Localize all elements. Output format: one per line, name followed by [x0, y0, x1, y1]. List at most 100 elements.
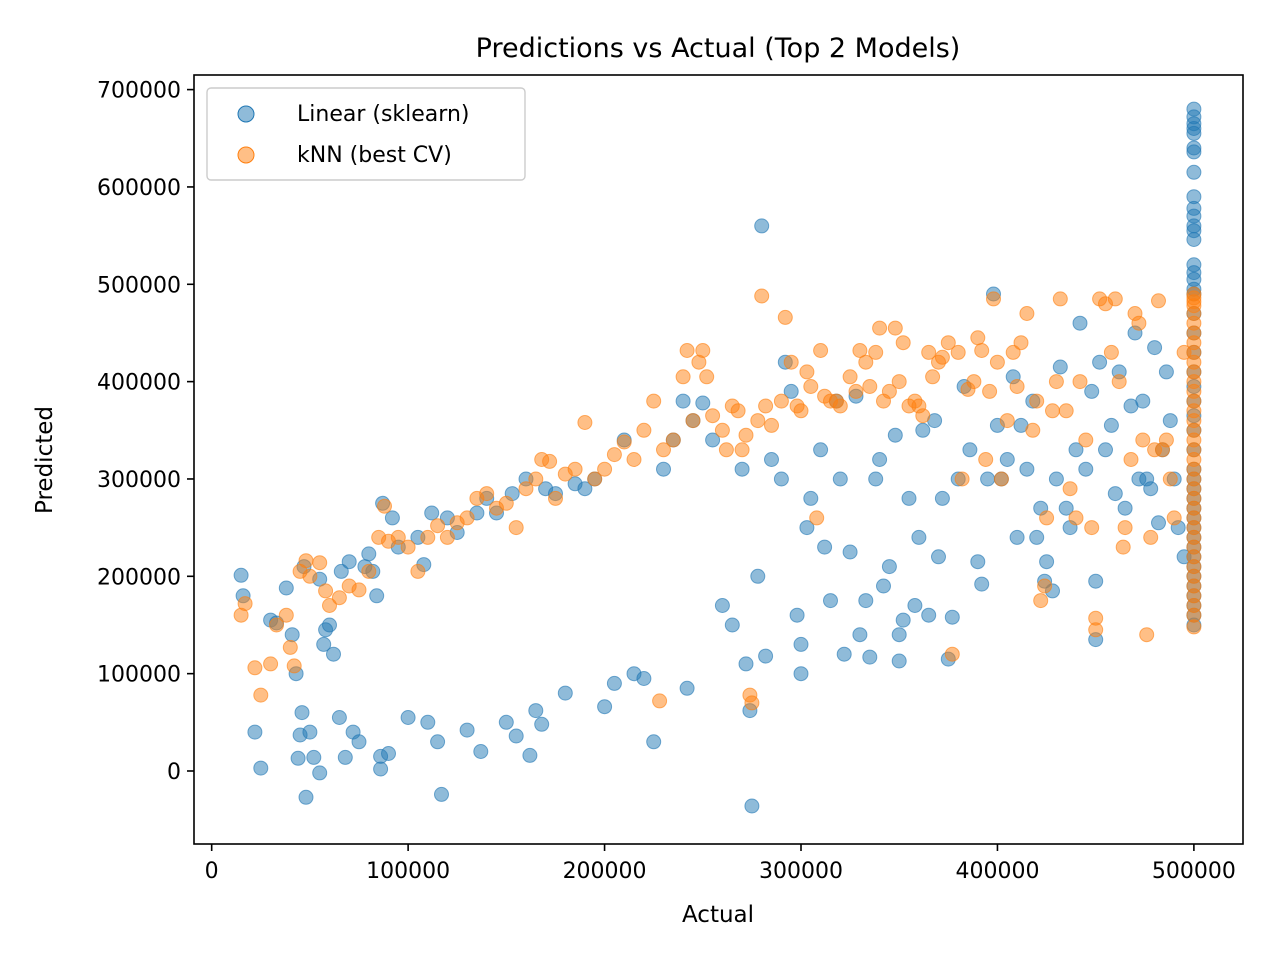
- point-s1-1: [237, 596, 253, 612]
- point-s1-114: [982, 383, 998, 399]
- point-s1-33: [498, 495, 514, 511]
- point-s1-104: [934, 349, 950, 365]
- point-s1-24: [410, 563, 426, 579]
- point-s1-91: [872, 320, 888, 336]
- point-s0-128: [970, 554, 986, 570]
- point-s1-20: [377, 498, 392, 514]
- point-s0-108: [872, 452, 888, 467]
- point-s1-112: [974, 343, 990, 358]
- point-s0-181: [1186, 144, 1202, 160]
- y-axis: 0 100000 200000 300000 400000 500000 600000 700…: [97, 79, 194, 785]
- point-s1-95: [891, 374, 907, 390]
- series-1: [233, 286, 1202, 711]
- points-layer: [233, 101, 1202, 814]
- point-s1-59: [705, 408, 721, 424]
- point-s0-77: [705, 432, 721, 448]
- point-s1-39: [548, 490, 563, 506]
- point-s0-2: [247, 724, 263, 740]
- point-s1-89: [862, 379, 878, 394]
- point-s0-58: [534, 716, 550, 732]
- point-s1-11: [302, 568, 318, 584]
- point-s0-136: [1009, 529, 1025, 545]
- point-s1-42: [577, 415, 593, 430]
- point-s1-131: [1058, 403, 1074, 419]
- point-s0-154: [1088, 573, 1104, 589]
- chart-title: Predictions vs Actual (Top 2 Models): [476, 33, 961, 64]
- point-s1-145: [1117, 520, 1133, 536]
- point-s0-47: [459, 722, 475, 738]
- point-s0-21: [326, 646, 341, 662]
- point-s1-58: [699, 369, 715, 385]
- point-s0-80: [734, 461, 750, 477]
- point-s0-69: [636, 671, 652, 686]
- point-s1-80: [813, 343, 829, 358]
- y-tick-label-0: 0: [167, 760, 181, 785]
- point-s0-65: [597, 699, 613, 715]
- point-s1-127: [1039, 510, 1055, 526]
- point-s1-93: [881, 383, 897, 399]
- point-s1-17: [351, 582, 367, 598]
- point-s1-64: [734, 442, 750, 458]
- point-s0-76: [695, 395, 711, 411]
- point-s1-25: [420, 529, 436, 545]
- y-tick-label-1: 100000: [97, 663, 181, 688]
- point-s0-98: [823, 593, 838, 609]
- point-s0-129: [974, 576, 990, 592]
- point-s0-57: [528, 703, 544, 719]
- point-s1-118: [999, 413, 1015, 429]
- point-s1-8: [286, 658, 302, 674]
- point-s1-70: [758, 398, 774, 414]
- point-s1-2: [247, 660, 263, 676]
- point-s1-121: [1013, 335, 1029, 351]
- point-s0-94: [799, 520, 815, 536]
- x-tick-label-4: 400000: [955, 859, 1039, 884]
- point-s1-5: [269, 617, 284, 633]
- point-s0-6: [278, 580, 294, 596]
- point-s1-90: [868, 344, 884, 360]
- point-s1-68: [750, 413, 766, 429]
- point-s1-148: [1131, 315, 1147, 331]
- point-s1-52: [665, 432, 681, 448]
- point-s0-42: [424, 505, 440, 521]
- point-s0-158: [1107, 486, 1123, 502]
- point-s1-116: [989, 354, 1005, 370]
- point-s0-116: [907, 598, 923, 613]
- y-axis-label: Predicted: [32, 406, 58, 514]
- point-s1-155: [1158, 432, 1174, 448]
- point-s1-125: [1033, 593, 1049, 609]
- point-s0-145: [1048, 471, 1064, 487]
- point-s0-179: [1186, 125, 1202, 141]
- point-s1-74: [783, 354, 799, 370]
- point-s1-108: [954, 471, 970, 487]
- point-s1-29: [459, 510, 475, 526]
- point-s0-104: [852, 627, 868, 643]
- point-s1-135: [1078, 432, 1094, 448]
- point-s0-119: [921, 607, 937, 623]
- point-s0-43: [430, 734, 446, 750]
- point-s1-110: [966, 374, 982, 390]
- point-s0-35: [381, 746, 396, 761]
- point-s1-106: [944, 646, 960, 662]
- point-s1-84: [832, 398, 848, 414]
- point-s1-88: [858, 354, 874, 370]
- point-s1-67: [744, 695, 760, 711]
- point-s1-43: [587, 471, 603, 487]
- x-tick-label-5: 500000: [1152, 859, 1236, 884]
- y-tick-label-3: 300000: [97, 468, 181, 493]
- point-s0-95: [803, 490, 819, 506]
- point-s0-127: [962, 442, 978, 458]
- point-s0-156: [1098, 442, 1113, 458]
- point-s1-18: [361, 563, 377, 579]
- point-s0-52: [498, 714, 514, 730]
- point-s1-117: [993, 471, 1009, 487]
- point-s1-102: [925, 369, 941, 385]
- point-s0-160: [1117, 500, 1133, 516]
- point-s1-44: [597, 461, 613, 477]
- x-tick-label-3: 300000: [759, 859, 843, 884]
- point-s0-122: [934, 490, 950, 506]
- point-s0-90: [783, 383, 799, 399]
- point-s1-63: [730, 403, 746, 419]
- point-s0-49: [473, 744, 489, 759]
- point-s1-85: [842, 369, 858, 385]
- point-s0-170: [1158, 364, 1174, 380]
